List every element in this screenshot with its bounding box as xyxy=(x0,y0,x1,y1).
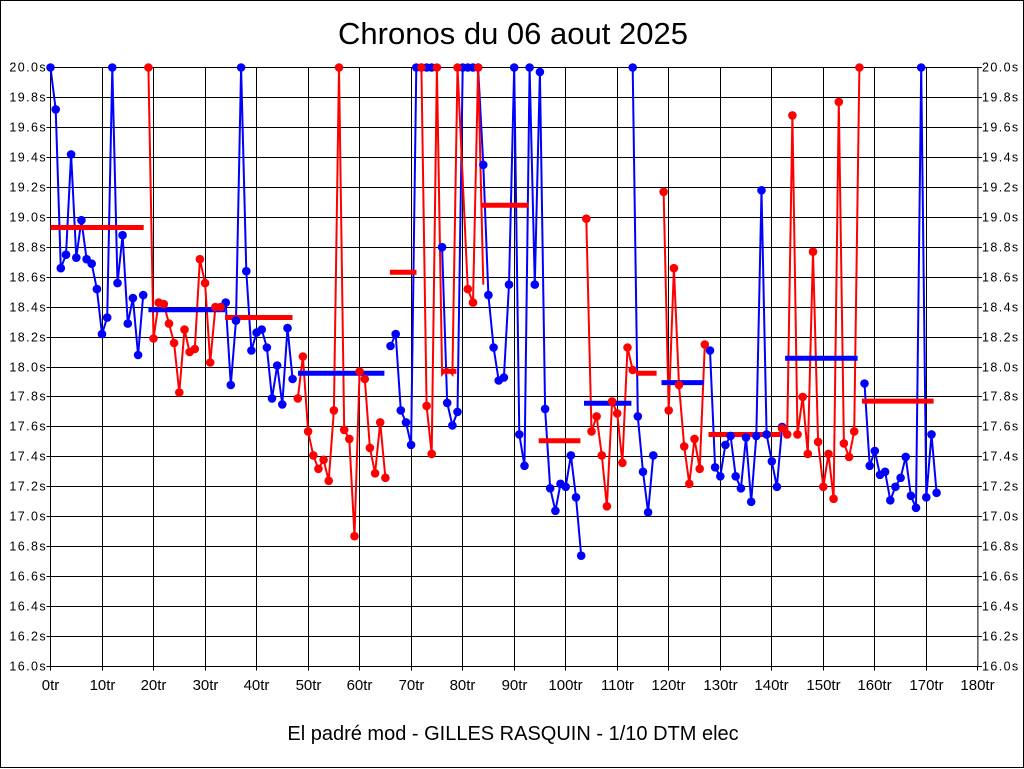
svg-text:19.6s: 19.6s xyxy=(982,121,1020,135)
svg-text:20.0s: 20.0s xyxy=(982,61,1020,75)
svg-text:17.0s: 17.0s xyxy=(9,510,47,524)
svg-text:110tr: 110tr xyxy=(601,677,634,694)
svg-text:40tr: 40tr xyxy=(244,677,270,694)
svg-text:70tr: 70tr xyxy=(399,677,425,694)
svg-text:16.0s: 16.0s xyxy=(982,660,1020,674)
svg-text:17.0s: 17.0s xyxy=(982,510,1020,524)
svg-text:18.2s: 18.2s xyxy=(9,331,47,345)
svg-text:17.8s: 17.8s xyxy=(982,390,1020,404)
svg-text:140tr: 140tr xyxy=(754,677,788,694)
svg-text:18.8s: 18.8s xyxy=(9,241,47,255)
svg-text:16.6s: 16.6s xyxy=(982,570,1020,584)
svg-text:16.4s: 16.4s xyxy=(9,600,47,614)
svg-text:16.2s: 16.2s xyxy=(9,630,47,644)
svg-text:80tr: 80tr xyxy=(450,677,476,694)
svg-text:16.6s: 16.6s xyxy=(9,570,47,584)
svg-text:30tr: 30tr xyxy=(193,677,219,694)
svg-text:17.8s: 17.8s xyxy=(9,390,47,404)
svg-text:18.8s: 18.8s xyxy=(982,241,1020,255)
svg-text:18.4s: 18.4s xyxy=(982,301,1020,315)
svg-text:0tr: 0tr xyxy=(42,677,60,694)
svg-text:18.4s: 18.4s xyxy=(9,301,47,315)
svg-text:19.0s: 19.0s xyxy=(982,211,1020,225)
svg-text:180tr: 180tr xyxy=(960,677,994,694)
svg-text:18.0s: 18.0s xyxy=(982,361,1020,375)
svg-text:50tr: 50tr xyxy=(296,677,322,694)
svg-text:150tr: 150tr xyxy=(806,677,840,694)
svg-text:18.6s: 18.6s xyxy=(982,271,1020,285)
svg-text:10tr: 10tr xyxy=(90,677,116,694)
svg-text:16.8s: 16.8s xyxy=(982,540,1020,554)
svg-text:170tr: 170tr xyxy=(909,677,943,694)
svg-text:20.0s: 20.0s xyxy=(9,61,47,75)
svg-text:17.6s: 17.6s xyxy=(9,420,47,434)
svg-text:20tr: 20tr xyxy=(141,677,167,694)
svg-text:17.4s: 17.4s xyxy=(9,450,47,464)
svg-text:18.6s: 18.6s xyxy=(9,271,47,285)
svg-text:17.4s: 17.4s xyxy=(982,450,1020,464)
svg-text:120tr: 120tr xyxy=(651,677,685,694)
svg-text:19.6s: 19.6s xyxy=(9,121,47,135)
svg-text:160tr: 160tr xyxy=(857,677,891,694)
svg-text:16.2s: 16.2s xyxy=(982,630,1020,644)
svg-text:19.8s: 19.8s xyxy=(9,91,47,105)
svg-text:19.8s: 19.8s xyxy=(982,91,1020,105)
svg-text:17.2s: 17.2s xyxy=(9,480,47,494)
svg-text:100tr: 100tr xyxy=(548,677,582,694)
svg-text:16.0s: 16.0s xyxy=(9,660,47,674)
svg-text:17.6s: 17.6s xyxy=(982,420,1020,434)
svg-text:17.2s: 17.2s xyxy=(982,480,1020,494)
svg-text:60tr: 60tr xyxy=(347,677,373,694)
svg-text:16.4s: 16.4s xyxy=(982,600,1020,614)
svg-text:19.2s: 19.2s xyxy=(9,181,47,195)
svg-text:19.4s: 19.4s xyxy=(9,151,47,165)
svg-text:19.0s: 19.0s xyxy=(9,211,47,225)
svg-text:16.8s: 16.8s xyxy=(9,540,47,554)
svg-text:90tr: 90tr xyxy=(502,677,528,694)
svg-text:19.2s: 19.2s xyxy=(982,181,1020,195)
svg-text:18.2s: 18.2s xyxy=(982,331,1020,345)
svg-text:18.0s: 18.0s xyxy=(9,361,47,375)
svg-text:130tr: 130tr xyxy=(703,677,737,694)
svg-text:19.4s: 19.4s xyxy=(982,151,1020,165)
